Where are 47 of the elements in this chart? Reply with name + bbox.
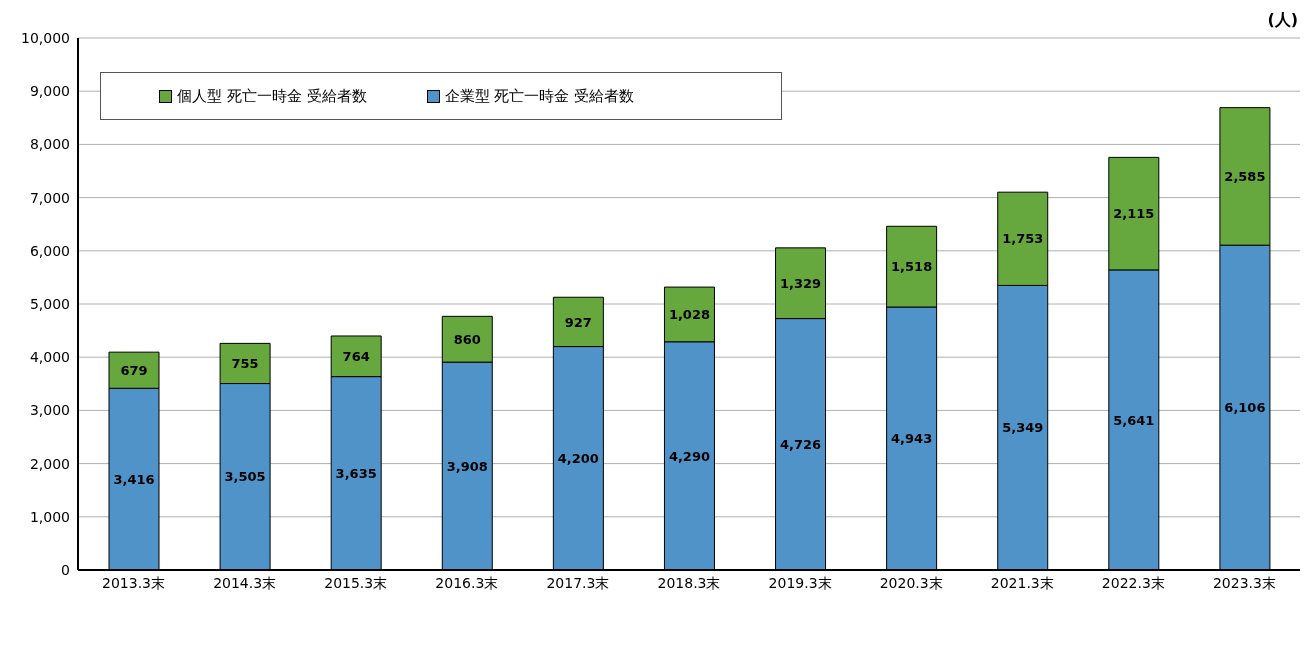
data-label: 4,200 — [557, 450, 599, 466]
legend-label: 企業型 死亡一時金 受給者数 — [444, 86, 635, 106]
data-label: 3,416 — [113, 471, 155, 487]
x-tick-label: 2013.3末 — [102, 574, 166, 591]
y-tick-label: 5,000 — [29, 295, 70, 312]
y-tick-label: 9,000 — [29, 83, 70, 100]
y-tick-label: 6,000 — [29, 242, 70, 259]
data-label: 6,106 — [1224, 400, 1266, 416]
x-tick-label: 2015.3末 — [324, 574, 388, 591]
y-tick-label: 3,000 — [29, 402, 70, 419]
data-label: 2,585 — [1224, 169, 1266, 185]
y-tick-label: 8,000 — [29, 136, 70, 153]
data-label: 860 — [453, 331, 481, 347]
x-tick-label: 2018.3末 — [657, 574, 721, 591]
y-tick-label: 1,000 — [29, 508, 70, 525]
y-tick-label: 2,000 — [29, 455, 70, 472]
data-label: 3,505 — [224, 469, 266, 485]
x-tick-label: 2021.3末 — [990, 574, 1054, 591]
data-label: 3,908 — [446, 458, 488, 474]
y-tick-label: 7,000 — [29, 189, 70, 206]
data-label: 4,290 — [668, 448, 711, 464]
x-tick-label: 2022.3末 — [1101, 574, 1165, 591]
x-tick-label: 2016.3末 — [435, 574, 499, 591]
x-tick-label: 2017.3末 — [546, 574, 610, 591]
data-label: 1,753 — [1002, 231, 1044, 247]
data-label: 3,635 — [335, 465, 377, 481]
x-tick-label: 2019.3末 — [768, 574, 832, 591]
x-tick-label: 2023.3末 — [1212, 574, 1276, 591]
data-label: 1,028 — [668, 307, 711, 323]
data-label: 2,115 — [1113, 206, 1155, 222]
data-label: 5,349 — [1002, 420, 1044, 436]
y-tick-label: 4,000 — [29, 349, 70, 366]
data-label: 764 — [342, 348, 370, 364]
data-label: 679 — [120, 362, 148, 378]
data-label: 927 — [564, 314, 592, 330]
data-label: 4,726 — [779, 436, 822, 452]
y-axis-title: (人) — [1267, 10, 1298, 31]
data-label: 4,943 — [891, 431, 933, 447]
data-label: 5,641 — [1113, 412, 1155, 428]
legend-label: 個人型 死亡一時金 受給者数 — [177, 86, 367, 106]
y-tick-label: 0 — [61, 561, 70, 578]
x-tick-label: 2014.3末 — [213, 574, 277, 591]
x-tick-label: 2020.3末 — [879, 574, 943, 591]
y-tick-label: 10,000 — [21, 29, 70, 46]
data-label: 755 — [231, 356, 259, 372]
data-label: 1,329 — [779, 275, 822, 291]
data-label: 1,518 — [891, 259, 933, 275]
